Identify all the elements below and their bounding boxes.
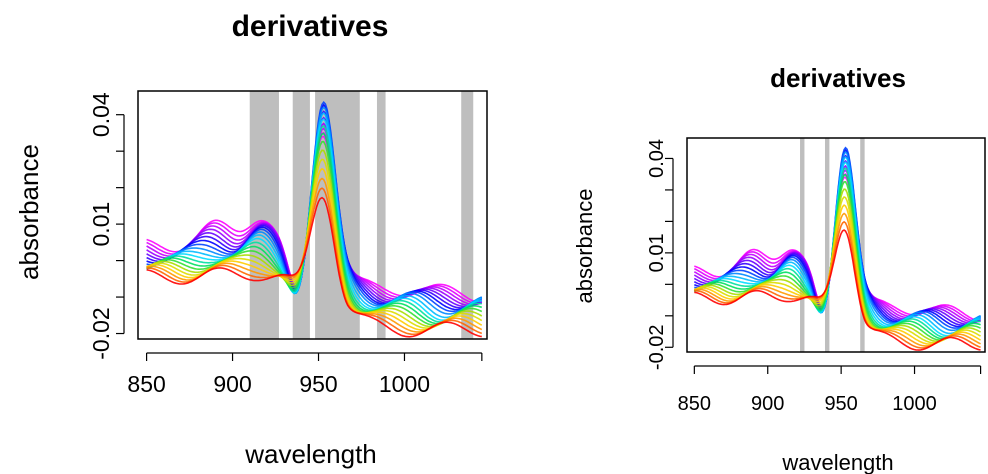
x-tick-label: 950 (824, 393, 857, 415)
x-axis-label: wavelength (244, 439, 377, 469)
spectrum-line (146, 196, 482, 338)
plot-frame (686, 137, 986, 353)
spectra-lines (146, 100, 483, 338)
x-axis-label: wavelength (781, 450, 893, 474)
y-tick-label: -0.02 (646, 324, 668, 370)
x-tick-label: 900 (751, 393, 784, 415)
x-tick-label: 850 (127, 371, 165, 397)
x-tick-label: 900 (213, 371, 251, 397)
x-tick-label: 950 (299, 371, 337, 397)
chart-title: derivatives (232, 10, 389, 43)
spectrum-line (146, 158, 483, 329)
y-tick-label: -0.02 (88, 307, 114, 359)
highlight-band (249, 91, 279, 339)
y-axis-label: absorbance (14, 144, 44, 280)
highlight-band (376, 91, 386, 339)
y-axis: -0.02 0.01 0.04 (88, 92, 125, 360)
spectra-lines (693, 146, 982, 351)
x-tick-label: 1000 (379, 371, 430, 397)
highlight-band (292, 91, 310, 339)
y-tick-label: 0.01 (646, 233, 668, 272)
chart-left: derivatives 850 900 950 1000 -0.020.010.04 … (14, 10, 488, 469)
chart-right: derivatives 850 900 950 1000 -0.020.010.04 … (572, 63, 986, 474)
plot-frame (137, 90, 488, 340)
spectrum-line (146, 177, 483, 333)
spectrum-line (694, 229, 981, 351)
highlight-band (824, 138, 830, 352)
y-tick-label: 0.04 (646, 139, 668, 178)
highlight-bands (800, 138, 865, 352)
y-axis: -0.02 0.01 0.04 (646, 139, 674, 370)
highlight-band (800, 138, 805, 352)
highlight-band (860, 138, 865, 352)
x-tick-label: 850 (678, 393, 711, 415)
y-axis-label: absorbance (572, 189, 597, 304)
chart-title: derivatives (770, 63, 906, 93)
y-tick-label: 0.01 (88, 202, 114, 247)
spectrum-line (146, 149, 483, 328)
spectrum-line (694, 212, 981, 347)
y-tick-label: 0.04 (88, 92, 114, 137)
highlight-band (461, 91, 474, 339)
x-axis: 850 900 950 1000 (127, 352, 483, 397)
x-axis: 850 900 950 1000 (678, 365, 982, 415)
x-tick-label: 1000 (892, 393, 937, 415)
